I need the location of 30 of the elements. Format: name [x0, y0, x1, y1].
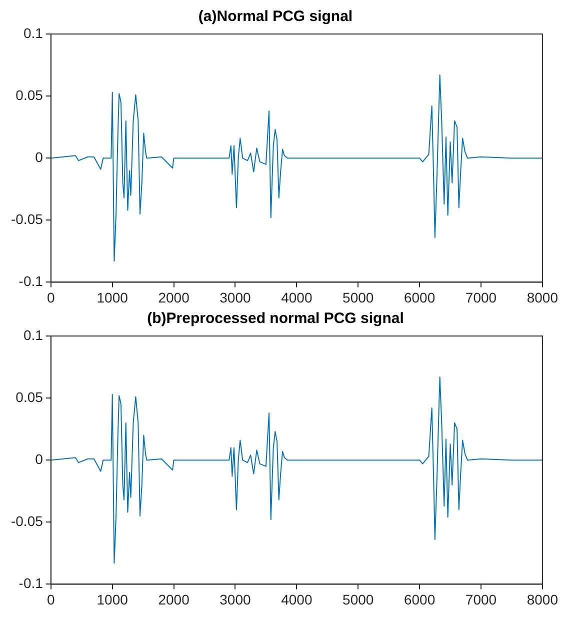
y-tick-label: 0.05: [16, 86, 44, 103]
x-tick-label: 6000: [404, 289, 436, 306]
x-tick-label: 4000: [281, 289, 312, 306]
y-tick-label: -0.1: [18, 273, 44, 290]
y-tick-label: 0: [35, 148, 44, 165]
x-tick-label: 2000: [158, 591, 190, 608]
x-tick-label: 1000: [96, 591, 128, 608]
y-tick-label: 0.1: [23, 326, 44, 343]
y-tick-label: 0.05: [16, 388, 44, 405]
y-tick-label: -0.05: [10, 211, 44, 228]
y-tick-label: -0.05: [10, 513, 44, 530]
x-tick-label: 1000: [96, 289, 128, 306]
y-tick-label: 0.1: [23, 24, 44, 41]
x-tick-label: 6000: [404, 591, 436, 608]
x-tick-label: 7000: [465, 591, 497, 608]
y-tick-label: 0: [35, 450, 44, 467]
x-tick-label: 2000: [158, 289, 190, 306]
x-tick-label: 7000: [465, 289, 497, 306]
x-tick-label: 0: [47, 289, 56, 306]
y-tick-label: -0.1: [18, 575, 44, 592]
x-tick-label: 0: [47, 591, 56, 608]
x-tick-label: 5000: [342, 289, 374, 306]
chart-title: (a)Normal PCG signal: [198, 8, 353, 26]
x-tick-label: 4000: [281, 591, 312, 608]
chart-title: (b)Preprocessed normal PCG signal: [147, 310, 404, 328]
x-tick-label: 3000: [220, 289, 252, 306]
x-tick-label: 8000: [526, 591, 558, 608]
x-tick-label: 3000: [220, 591, 252, 608]
x-tick-label: 5000: [342, 591, 374, 608]
x-tick-label: 8000: [526, 289, 558, 306]
